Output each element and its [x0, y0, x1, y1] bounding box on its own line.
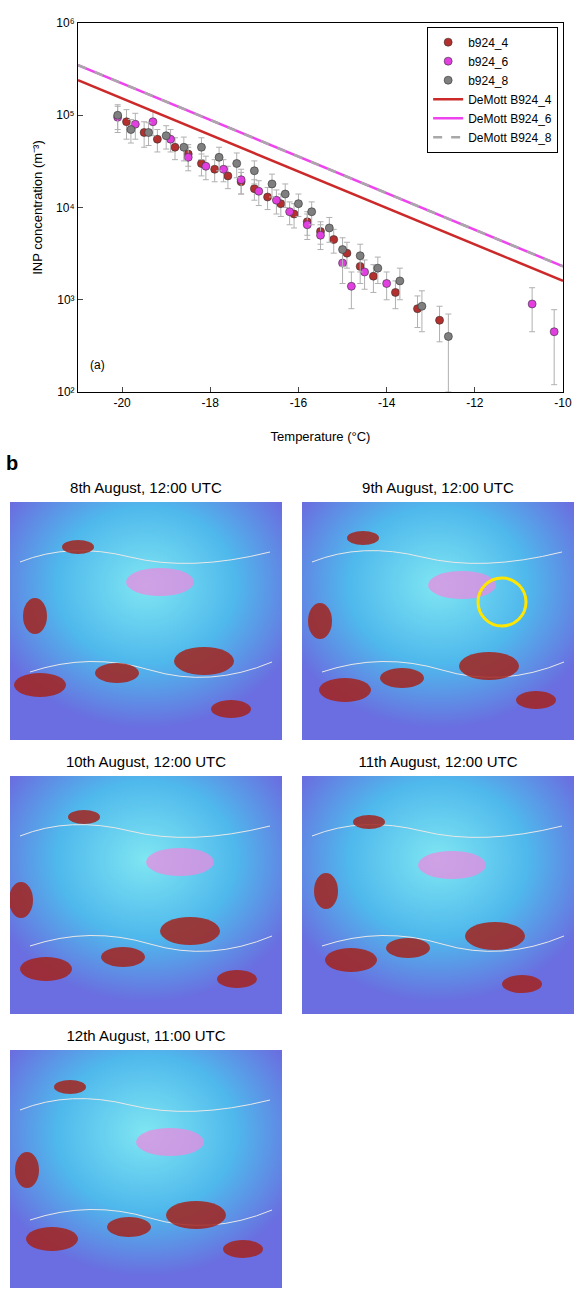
svg-text:10³: 10³: [57, 293, 74, 307]
svg-text:10⁶: 10⁶: [56, 16, 74, 30]
svg-text:DeMott B924_4: DeMott B924_4: [468, 93, 552, 107]
svg-text:b924_8: b924_8: [468, 74, 508, 88]
html-text:b: b: [6, 452, 19, 474]
html-text:10th August, 12:00 UTC: 10th August, 12:00 UTC: [65, 753, 226, 770]
svg-text:(a): (a): [90, 358, 105, 372]
svg-text:-20: -20: [113, 396, 131, 410]
html-text:11th August, 12:00 UTC: 11th August, 12:00 UTC: [358, 753, 518, 770]
svg-text:DeMott B924_6: DeMott B924_6: [468, 112, 552, 126]
svg-text:Temperature (°C): Temperature (°C): [271, 429, 371, 444]
svg-text:-10: -10: [554, 396, 572, 410]
svg-text:-18: -18: [202, 396, 220, 410]
svg-text:-12: -12: [466, 396, 484, 410]
svg-text:b924_6: b924_6: [468, 55, 508, 69]
svg-text:10²: 10²: [57, 385, 74, 399]
html-text:8th August, 12:00 UTC: 8th August, 12:00 UTC: [70, 479, 222, 496]
svg-text:10⁴: 10⁴: [56, 201, 75, 215]
html-text:9th August, 12:00 UTC: 9th August, 12:00 UTC: [362, 479, 514, 496]
html-text:a: a: [6, 2, 18, 24]
svg-text:-14: -14: [378, 396, 396, 410]
svg-text:b924_4: b924_4: [468, 36, 508, 50]
svg-text:DeMott B924_8: DeMott B924_8: [468, 131, 552, 145]
html-text:12th August, 11:00 UTC: 12th August, 11:00 UTC: [66, 1027, 226, 1044]
svg-text:-16: -16: [290, 396, 308, 410]
svg-text:INP concentration (m⁻³): INP concentration (m⁻³): [30, 140, 45, 275]
svg-text:10⁵: 10⁵: [56, 108, 74, 122]
